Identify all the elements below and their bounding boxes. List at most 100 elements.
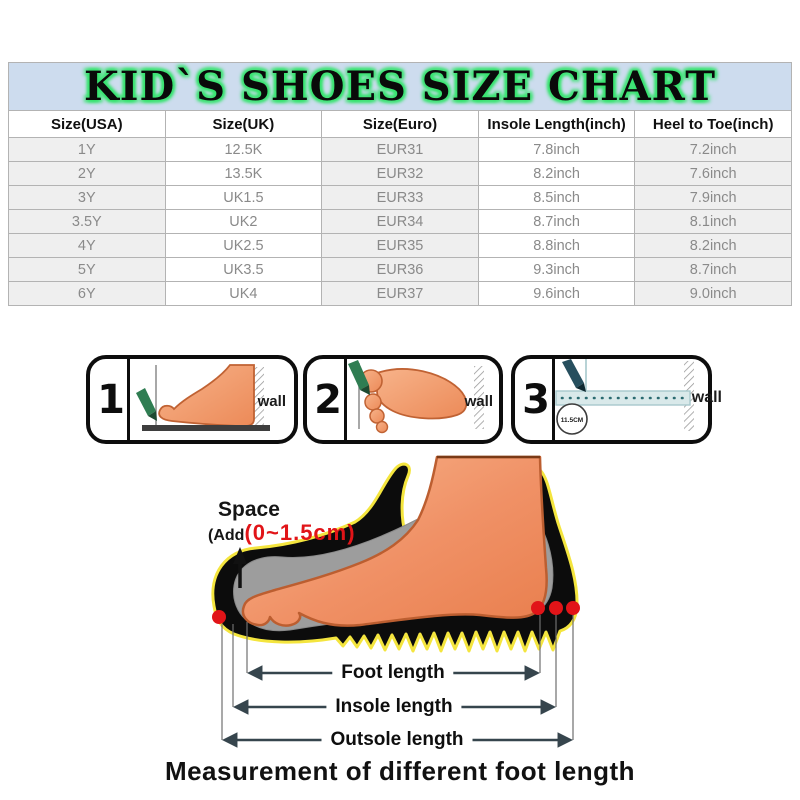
cell-insole: 8.7inch	[477, 209, 636, 234]
cell-usa: 6Y	[8, 281, 166, 306]
col-header-insole: Insole Length(inch)	[477, 110, 636, 138]
foot-side-icon	[158, 364, 255, 428]
measure-step-1: 1 wall	[86, 355, 298, 444]
cell-heel: 7.6inch	[634, 161, 792, 186]
cell-heel: 9.0inch	[634, 281, 792, 306]
col-header-heel-toe: Heel to Toe(inch)	[634, 110, 792, 138]
toe	[364, 393, 382, 411]
insole-length-label: Insole length	[326, 696, 462, 718]
cell-heel: 7.2inch	[634, 137, 792, 162]
cell-euro: EUR34	[321, 209, 479, 234]
heel-marker-dot	[566, 601, 580, 615]
table-row: 3.5Y UK2 EUR34 8.7inch 8.1inch	[8, 209, 792, 234]
toe-marker-dot	[212, 610, 226, 624]
wall-hatch	[474, 366, 484, 429]
toe	[375, 420, 389, 434]
wall-label: wall	[464, 393, 493, 410]
divider	[552, 359, 555, 440]
cell-usa: 2Y	[8, 161, 166, 186]
divider	[344, 359, 347, 440]
table-row: 5Y UK3.5 EUR36 9.3inch 8.7inch	[8, 257, 792, 282]
step-1-number: 1	[97, 376, 125, 423]
cell-usa: 4Y	[8, 233, 166, 258]
measure-step-2: 2 wall	[303, 355, 503, 444]
cell-euro: EUR35	[321, 233, 479, 258]
cell-uk: UK2.5	[164, 233, 323, 258]
cell-usa: 3Y	[8, 185, 166, 210]
cell-uk: UK3.5	[164, 257, 323, 282]
toe	[369, 408, 385, 424]
col-header-size-euro: Size(Euro)	[321, 110, 479, 138]
diagram-caption: Measurement of different foot length	[164, 756, 636, 786]
page-title: KID`S SHOES SIZE CHART	[84, 63, 716, 110]
cell-euro: EUR31	[321, 137, 479, 162]
header-row: Size(USA) Size(UK) Size(Euro) Insole Len…	[8, 110, 792, 138]
heel-marker-dot	[549, 601, 563, 615]
pencil-tip	[148, 411, 157, 421]
col-header-size-usa: Size(USA)	[8, 110, 166, 138]
cell-euro: EUR32	[321, 161, 479, 186]
cell-euro: EUR33	[321, 185, 479, 210]
space-annotation: Space (Add (0~1.5cm)	[208, 498, 356, 546]
cell-insole: 9.3inch	[477, 257, 636, 282]
cell-heel: 8.2inch	[634, 233, 792, 258]
table-row: 1Y 12.5K EUR31 7.8inch 7.2inch	[8, 137, 792, 162]
size-table: KID`S SHOES SIZE CHART Size(USA) Size(UK…	[8, 62, 792, 306]
foot-top-measure-icon	[348, 360, 484, 434]
size-circle	[556, 403, 588, 435]
foot-length-label: Foot length	[332, 662, 454, 684]
table-row: 6Y UK4 EUR37 9.6inch 9.0inch	[8, 281, 792, 306]
foot-sole-icon	[376, 368, 468, 420]
space-arrow-head	[233, 547, 247, 564]
ruler-icon	[555, 390, 691, 406]
pencil-tip	[360, 385, 370, 395]
cell-insole: 9.6inch	[477, 281, 636, 306]
cell-insole: 8.2inch	[477, 161, 636, 186]
cell-insole: 8.5inch	[477, 185, 636, 210]
cell-uk: UK1.5	[164, 185, 323, 210]
table-row: 2Y 13.5K EUR32 8.2inch 7.6inch	[8, 161, 792, 186]
cell-usa: 5Y	[8, 257, 166, 282]
wall-hatch	[254, 367, 264, 427]
cell-heel: 8.1inch	[634, 209, 792, 234]
heel-marker-dot	[531, 601, 545, 615]
space-label: Space	[218, 498, 280, 521]
ruler-size-note: 11.5CM	[561, 417, 583, 424]
outsole-length-label: Outsole length	[321, 729, 473, 751]
table-row: 4Y UK2.5 EUR35 8.8inch 8.2inch	[8, 233, 792, 258]
cell-heel: 8.7inch	[634, 257, 792, 282]
pencil-icon	[136, 388, 156, 416]
cell-uk: 12.5K	[164, 137, 323, 162]
cell-uk: UK2	[164, 209, 323, 234]
cell-uk: UK4	[164, 281, 323, 306]
title-row: KID`S SHOES SIZE CHART	[8, 62, 792, 111]
col-header-size-uk: Size(UK)	[164, 110, 323, 138]
foot-side-measure-icon	[136, 364, 270, 431]
cell-usa: 3.5Y	[8, 209, 166, 234]
cell-uk: 13.5K	[164, 161, 323, 186]
divider	[127, 359, 130, 440]
cell-insole: 7.8inch	[477, 137, 636, 162]
add-label: (Add	[208, 527, 245, 545]
guide-lines	[221, 615, 574, 740]
pencil-tip	[576, 383, 586, 392]
step-3-number: 3	[522, 376, 550, 423]
pencil-icon	[348, 360, 369, 390]
title-cell: KID`S SHOES SIZE CHART	[8, 62, 792, 111]
cell-euro: EUR37	[321, 281, 479, 306]
wall-label: wall	[691, 389, 722, 406]
floor-bar	[142, 425, 270, 431]
add-value: (0~1.5cm)	[244, 520, 356, 546]
cell-heel: 7.9inch	[634, 185, 792, 210]
cell-insole: 8.8inch	[477, 233, 636, 258]
step-2-number: 2	[314, 376, 342, 423]
foot-measurement-diagram	[211, 455, 580, 748]
cell-usa: 1Y	[8, 137, 166, 162]
ruler-measure-icon: 11.5CM	[555, 359, 694, 435]
measure-step-3: 3 11.5CM wall	[511, 355, 722, 444]
pencil-icon	[562, 359, 584, 388]
table-row: 3Y UK1.5 EUR33 8.5inch 7.9inch	[8, 185, 792, 210]
wall-label: wall	[257, 393, 286, 410]
cell-euro: EUR36	[321, 257, 479, 282]
